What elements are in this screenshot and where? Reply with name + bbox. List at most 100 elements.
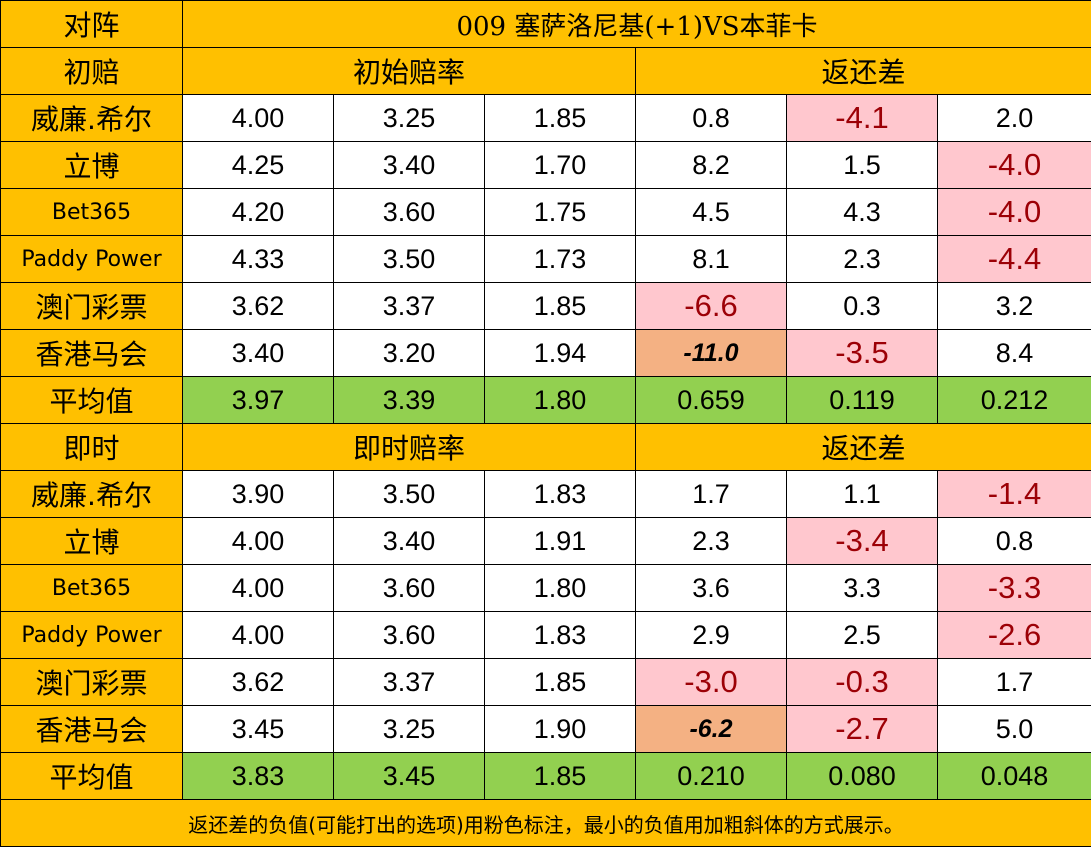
corner-label: 对阵 — [0, 0, 183, 48]
odds-cell: 3.25 — [333, 705, 485, 753]
company-name: Bet365 — [0, 564, 183, 612]
odds-cell: 3.37 — [333, 282, 485, 330]
odds-cell: 3.40 — [182, 329, 334, 377]
company-row: 威廉.希尔 4.00 3.25 1.85 0.8 -4.1 2.0 — [0, 94, 1091, 142]
odds-cell: 4.00 — [182, 611, 334, 659]
return-diff-cell: 0.8 — [936, 517, 1091, 565]
company-row: Bet365 4.00 3.60 1.80 3.6 3.3 -3.3 — [0, 564, 1091, 612]
average-value: 3.39 — [333, 376, 485, 424]
return-diff-cell: 3.3 — [786, 564, 938, 612]
average-value: 3.83 — [182, 752, 334, 800]
odds-header: 初始赔率 — [182, 47, 636, 95]
return-diff-cell: -3.5 — [786, 329, 938, 377]
company-row: 澳门彩票 3.62 3.37 1.85 -6.6 0.3 3.2 — [0, 282, 1091, 330]
odds-cell: 1.91 — [484, 517, 636, 565]
odds-cell: 3.45 — [182, 705, 334, 753]
return-diff-cell: -0.3 — [786, 658, 938, 706]
odds-cell: 3.90 — [182, 470, 334, 518]
odds-cell: 3.62 — [182, 658, 334, 706]
return-diff-cell: 8.4 — [936, 329, 1091, 377]
odds-cell: 4.00 — [182, 94, 334, 142]
return-diff-cell: 3.2 — [936, 282, 1091, 330]
company-name: 威廉.希尔 — [0, 94, 183, 142]
match-header-row: 对阵 009 塞萨洛尼基(+1)VS本菲卡 — [0, 0, 1091, 48]
return-diff-cell: 1.5 — [786, 141, 938, 189]
return-diff-cell: -2.6 — [936, 611, 1091, 659]
return-diff-cell: -4.1 — [786, 94, 938, 142]
return-diff-cell: -6.6 — [635, 282, 787, 330]
return-diff-cell: 3.6 — [635, 564, 787, 612]
odds-cell: 1.73 — [484, 235, 636, 283]
section-label: 即时 — [0, 423, 183, 471]
average-value: 0.212 — [936, 376, 1091, 424]
odds-cell: 3.60 — [333, 611, 485, 659]
odds-cell: 1.75 — [484, 188, 636, 236]
odds-cell: 3.40 — [333, 141, 485, 189]
diff-header: 返还差 — [634, 47, 1091, 95]
odds-cell: 1.85 — [484, 282, 636, 330]
average-value: 0.048 — [936, 752, 1091, 800]
company-row: 香港马会 3.45 3.25 1.90 -6.2 -2.7 5.0 — [0, 705, 1091, 753]
company-name: Paddy Power — [0, 611, 183, 659]
return-diff-cell: -3.0 — [635, 658, 787, 706]
return-diff-cell: 0.3 — [786, 282, 938, 330]
footer-row: 返还差的负值(可能打出的选项)用粉色标注，最小的负值用加粗斜体的方式展示。 — [0, 799, 1091, 847]
company-row: Bet365 4.20 3.60 1.75 4.5 4.3 -4.0 — [0, 188, 1091, 236]
company-row: Paddy Power 4.33 3.50 1.73 8.1 2.3 -4.4 — [0, 235, 1091, 283]
odds-cell: 1.83 — [484, 470, 636, 518]
return-diff-cell: 5.0 — [936, 705, 1091, 753]
diff-header: 返还差 — [634, 423, 1091, 471]
match-title: 009 塞萨洛尼基(+1)VS本菲卡 — [181, 0, 1091, 48]
average-label: 平均值 — [0, 376, 183, 424]
return-diff-cell: -6.2 — [635, 705, 787, 753]
return-diff-cell: 1.7 — [635, 470, 787, 518]
odds-cell: 3.50 — [333, 235, 485, 283]
odds-cell: 1.85 — [484, 94, 636, 142]
average-value: 1.85 — [484, 752, 636, 800]
company-name: 香港马会 — [0, 329, 183, 377]
return-diff-cell: 1.1 — [786, 470, 938, 518]
section-header-row: 初赔 初始赔率 返还差 — [0, 47, 1091, 95]
return-diff-cell: 1.7 — [936, 658, 1091, 706]
return-diff-cell: 4.3 — [786, 188, 938, 236]
return-diff-cell: 8.1 — [635, 235, 787, 283]
odds-cell: 3.50 — [333, 470, 485, 518]
company-name: 香港马会 — [0, 705, 183, 753]
odds-cell: 1.80 — [484, 564, 636, 612]
company-name: Bet365 — [0, 188, 183, 236]
return-diff-cell: 2.0 — [936, 94, 1091, 142]
odds-cell: 3.62 — [182, 282, 334, 330]
average-value: 0.080 — [786, 752, 938, 800]
return-diff-cell: 2.3 — [786, 235, 938, 283]
odds-cell: 4.00 — [182, 564, 334, 612]
odds-cell: 1.83 — [484, 611, 636, 659]
average-value: 1.80 — [484, 376, 636, 424]
odds-cell: 3.60 — [333, 564, 485, 612]
return-diff-cell: -2.7 — [786, 705, 938, 753]
section-header-row: 即时 即时赔率 返还差 — [0, 423, 1091, 471]
section-label: 初赔 — [0, 47, 183, 95]
return-diff-cell: 2.9 — [635, 611, 787, 659]
return-diff-cell: 4.5 — [635, 188, 787, 236]
average-value: 0.119 — [786, 376, 938, 424]
company-name: Paddy Power — [0, 235, 183, 283]
company-row: 威廉.希尔 3.90 3.50 1.83 1.7 1.1 -1.4 — [0, 470, 1091, 518]
return-diff-cell: -4.0 — [936, 141, 1091, 189]
odds-cell: 3.25 — [333, 94, 485, 142]
odds-cell: 1.94 — [484, 329, 636, 377]
company-row: 香港马会 3.40 3.20 1.94 -11.0 -3.5 8.4 — [0, 329, 1091, 377]
company-name: 威廉.希尔 — [0, 470, 183, 518]
return-diff-cell: -1.4 — [936, 470, 1091, 518]
odds-cell: 4.20 — [182, 188, 334, 236]
company-row: 立博 4.00 3.40 1.91 2.3 -3.4 0.8 — [0, 517, 1091, 565]
odds-cell: 3.40 — [333, 517, 485, 565]
odds-cell: 4.00 — [182, 517, 334, 565]
odds-cell: 3.20 — [333, 329, 485, 377]
return-diff-cell: 2.3 — [635, 517, 787, 565]
odds-cell: 1.85 — [484, 658, 636, 706]
return-diff-cell: 0.8 — [635, 94, 787, 142]
company-name: 澳门彩票 — [0, 658, 183, 706]
odds-cell: 1.70 — [484, 141, 636, 189]
return-diff-cell: -4.4 — [936, 235, 1091, 283]
